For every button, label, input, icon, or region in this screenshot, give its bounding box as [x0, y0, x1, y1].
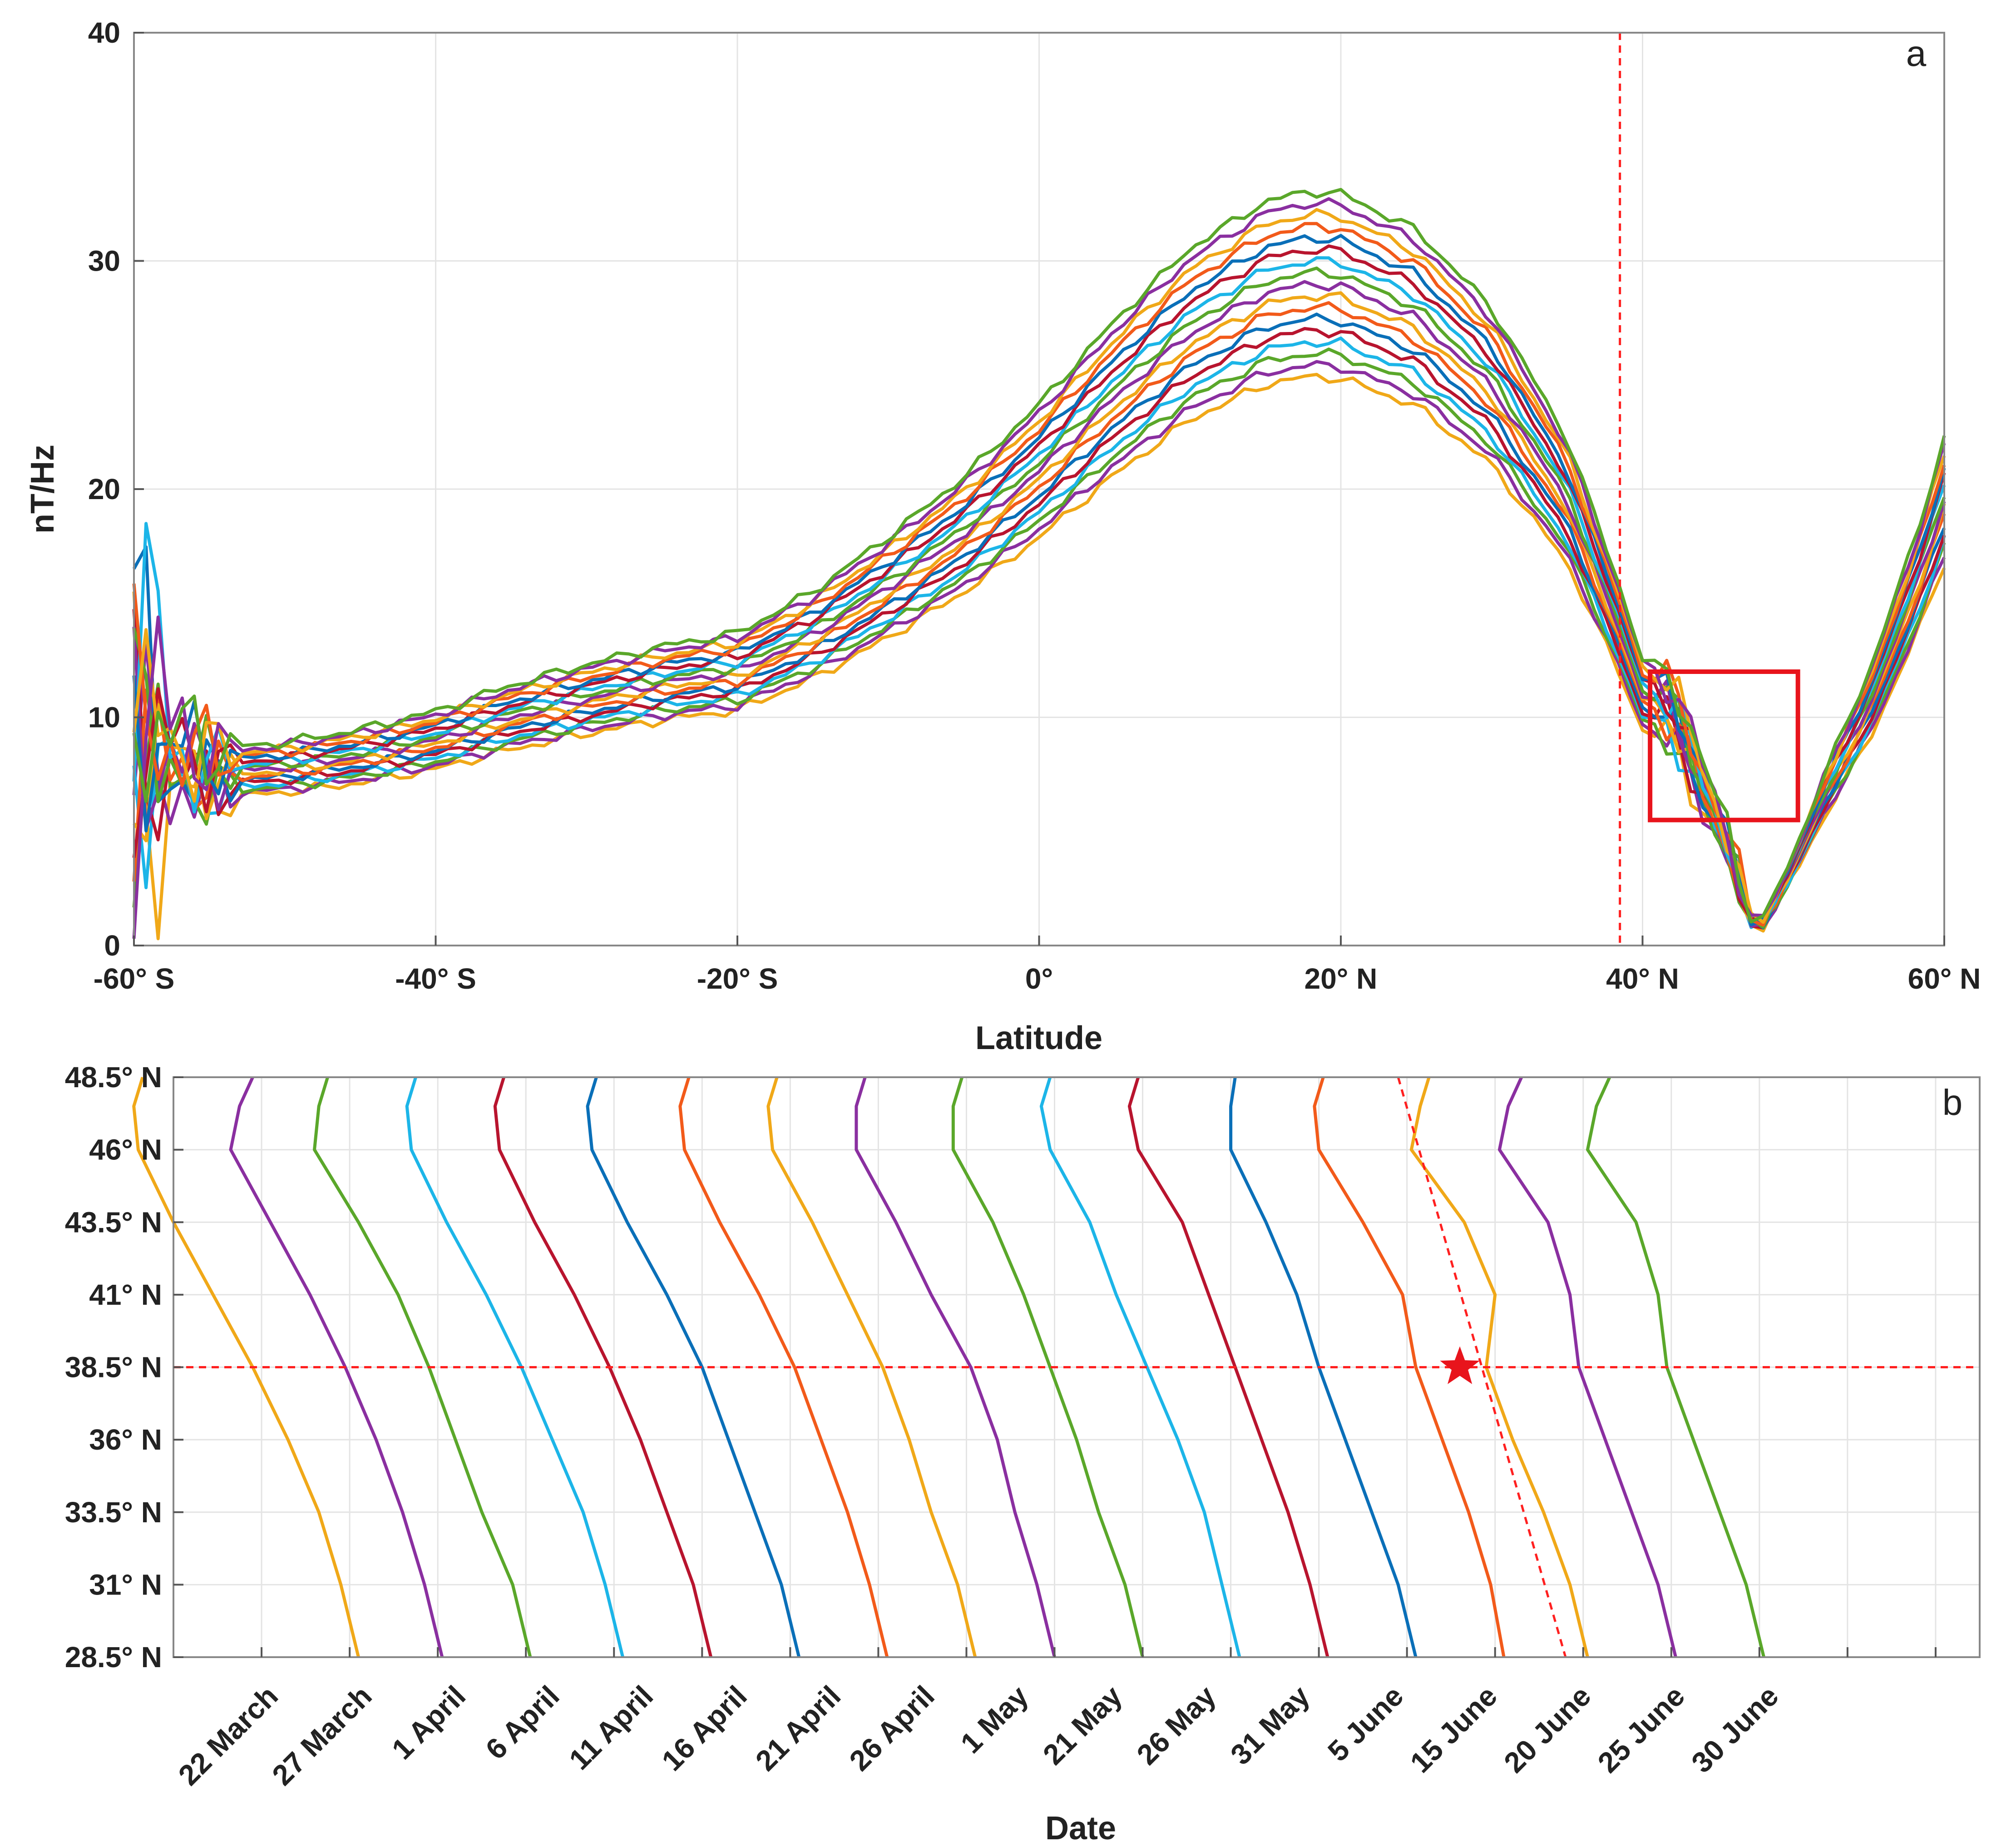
- panel-a-x-axis-title: Latitude: [975, 1020, 1102, 1056]
- panel-b-trend-line: [1397, 1077, 1567, 1658]
- a-series-21-april: [132, 301, 1946, 922]
- a-series-20-june: [132, 208, 1946, 924]
- b-series-30-june: [1586, 1076, 1766, 1658]
- b-ytick-label: 33.5° N: [65, 1496, 162, 1529]
- b-series-27-march: [229, 1076, 444, 1658]
- a-series-11-april: [132, 327, 1946, 930]
- a-series-15-june: [132, 222, 1946, 927]
- a-ytick-label: 10: [88, 701, 120, 734]
- a-ytick-label: 0: [104, 929, 120, 962]
- b-ytick-label: 38.5° N: [65, 1351, 162, 1384]
- a-xtick-label: -40° S: [395, 962, 476, 995]
- b-ytick-label: 43.5° N: [65, 1206, 162, 1238]
- b-series-1-may: [855, 1076, 1056, 1658]
- a-series-30-june: [132, 188, 1946, 924]
- panel-a-y-ticks: 0 10 20 30 40: [88, 16, 144, 962]
- panel-b-star-marker: [1440, 1346, 1480, 1384]
- b-ytick-label: 28.5° N: [65, 1641, 162, 1674]
- b-series-11-april: [493, 1076, 713, 1658]
- b-series-15-june: [1313, 1076, 1506, 1658]
- b-series-5-june: [1229, 1077, 1418, 1658]
- b-series-26-april: [766, 1076, 977, 1658]
- b-series-26-may: [1039, 1076, 1241, 1658]
- panel-a-letter: a: [1906, 33, 1927, 74]
- b-ytick-label: 41° N: [89, 1278, 162, 1311]
- panel-b-x-axis-title: Date: [1045, 1810, 1116, 1847]
- a-series-16-april: [132, 312, 1946, 930]
- b-series-31-may: [1127, 1076, 1329, 1658]
- a-xtick-label: 60° N: [1908, 962, 1981, 995]
- panel-b-series: [132, 1076, 1766, 1658]
- b-series-20-june: [1409, 1076, 1589, 1658]
- a-series-22-march: [132, 373, 1946, 941]
- panel-a-y-axis-title: nT/Hz: [25, 445, 61, 534]
- a-ytick-label: 30: [88, 245, 120, 277]
- a-series-26-may: [132, 256, 1946, 923]
- panel-a-series: [132, 188, 1946, 941]
- b-series-6-april: [405, 1076, 625, 1658]
- b-series-1-april: [313, 1076, 532, 1658]
- a-xtick-label: -60° S: [94, 962, 175, 995]
- a-series-6-april: [132, 337, 1946, 929]
- panel-a: -60° S -40° S -20° S 0° 20° N 40° N 60° N 0 10 2…: [25, 16, 1981, 1056]
- panel-b-letter: b: [1942, 1082, 1963, 1123]
- b-series-21-april: [678, 1076, 889, 1658]
- b-series-25-june: [1497, 1076, 1677, 1658]
- a-xtick-label: 40° N: [1606, 962, 1679, 995]
- a-ytick-label: 20: [88, 473, 120, 505]
- a-series-1-may: [132, 280, 1946, 928]
- a-xtick-label: -20° S: [697, 962, 778, 995]
- b-series-16-april: [586, 1076, 801, 1658]
- b-ytick-label: 31° N: [89, 1568, 162, 1601]
- panel-a-x-ticks: -60° S -40° S -20° S 0° 20° N 40° N 60° N: [94, 936, 1981, 995]
- a-series-21-may: [132, 266, 1946, 929]
- b-series-21-may: [951, 1076, 1144, 1658]
- a-xtick-label: 0°: [1025, 962, 1053, 995]
- b-ytick-label: 48.5° N: [65, 1061, 162, 1094]
- panel-b-y-ticks: 28.5° N 31° N 33.5° N 36° N 38.5° N 41° N 43.5…: [65, 1061, 183, 1674]
- a-ytick-label: 40: [88, 16, 120, 49]
- a-series-1-april: [132, 347, 1946, 923]
- panel-a-highlight-box: [1648, 669, 1800, 822]
- b-series-22-march: [132, 1076, 360, 1658]
- a-series-27-march: [132, 360, 1946, 929]
- a-xtick-label: 20° N: [1304, 962, 1378, 995]
- b-ytick-label: 46° N: [89, 1134, 162, 1166]
- b-ytick-label: 36° N: [89, 1423, 162, 1456]
